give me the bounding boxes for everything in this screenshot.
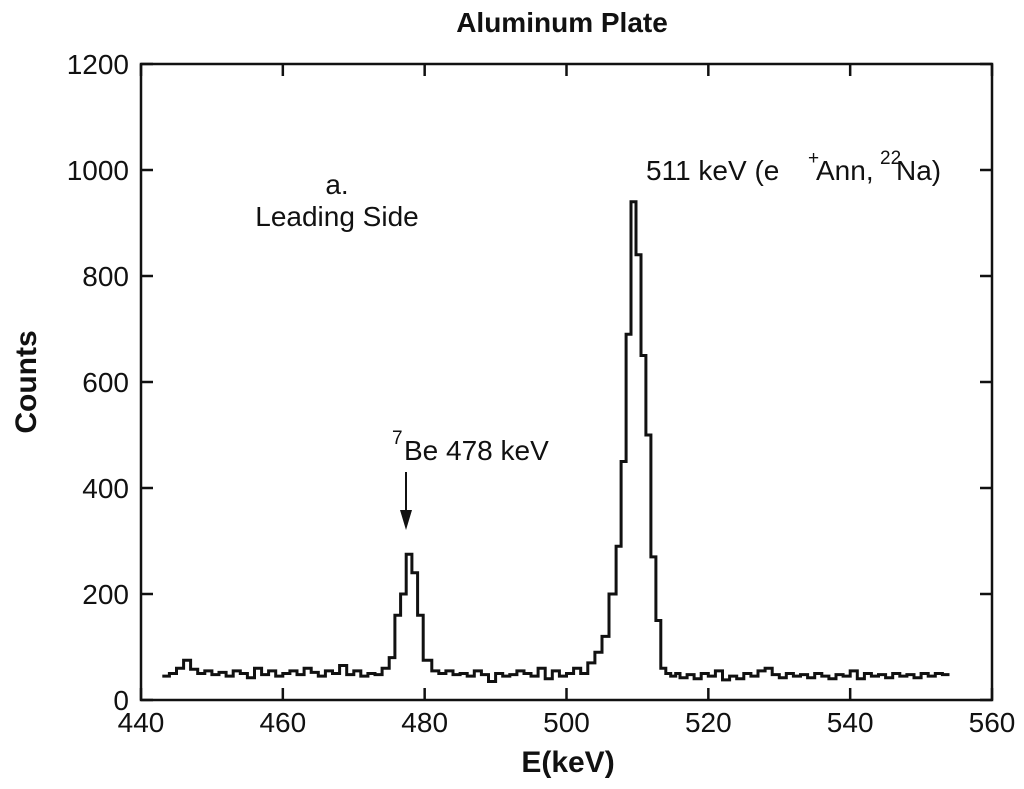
y-tick-label: 800 [82, 261, 129, 292]
annotation-be7-peak: 7 Be 478 keV [392, 428, 549, 530]
annotation-511-middle: Ann, [816, 155, 874, 186]
y-tick-label: 1200 [67, 49, 129, 80]
x-axis-label: E(keV) [521, 746, 614, 779]
annotation-511-prefix: 511 keV (e [646, 155, 779, 186]
x-tick-label: 480 [401, 707, 448, 738]
annotation-511-suffix: Na) [896, 155, 941, 186]
annotation-511-peak: 511 keV (e + Ann, 22 Na) [646, 148, 941, 186]
annotation-panel-name: Leading Side [255, 201, 418, 232]
y-tick-label: 200 [82, 579, 129, 610]
y-tick-label: 0 [113, 685, 129, 716]
annotation-panel-letter: a. [325, 169, 348, 200]
x-axis: 440 460 480 500 520 540 560 [118, 64, 1016, 738]
x-tick-label: 540 [827, 707, 874, 738]
annotation-511-superscript-plus: + [808, 148, 819, 169]
y-tick-label: 400 [82, 473, 129, 504]
y-tick-label: 1000 [67, 155, 129, 186]
x-tick-label: 500 [543, 707, 590, 738]
annotation-be7-superscript: 7 [392, 428, 403, 449]
annotation-511-superscript-22: 22 [880, 148, 901, 169]
y-axis-label: Counts [10, 330, 43, 433]
x-tick-label: 520 [685, 707, 732, 738]
annotation-leading-side: a. Leading Side [255, 169, 418, 232]
x-tick-label: 560 [969, 707, 1016, 738]
annotation-be7-arrowhead [400, 510, 412, 530]
chart-title: Aluminum Plate [456, 7, 668, 38]
y-axis: 0 200 400 600 800 1000 1200 [67, 49, 992, 716]
annotation-be7-label: Be 478 keV [404, 435, 549, 466]
y-tick-label: 600 [82, 367, 129, 398]
series-spectrum [162, 200, 950, 683]
x-tick-label: 460 [259, 707, 306, 738]
x-tick-label: 440 [118, 707, 165, 738]
